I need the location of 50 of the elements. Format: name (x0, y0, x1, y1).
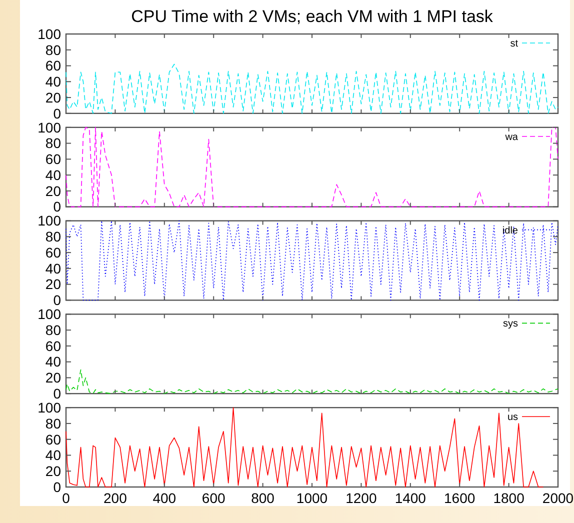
y-tick-label: 80 (45, 415, 62, 432)
legend-label: wa (504, 132, 518, 143)
y-tick-label: 0 (53, 386, 62, 402)
y-tick-label: 100 (38, 212, 62, 229)
line-series (66, 407, 544, 488)
legend-label: st (510, 38, 518, 50)
chart-title: CPU Time with 2 VMs; each VM with 1 MPI task (131, 7, 494, 26)
x-tick-label: 400 (152, 490, 176, 506)
y-tick-label: 0 (53, 292, 62, 308)
y-tick-label: 100 (38, 400, 62, 416)
y-tick-label: 40 (45, 447, 62, 464)
x-tick-label: 1400 (394, 490, 426, 506)
y-tick-label: 100 (38, 119, 62, 136)
y-tick-label: 60 (45, 338, 62, 354)
y-tick-label: 60 (45, 244, 62, 260)
x-tick-label: 1800 (493, 490, 525, 506)
y-tick-label: 20 (45, 89, 62, 106)
legend-label: us (507, 412, 518, 424)
y-tick-label: 80 (45, 135, 62, 152)
y-tick-label: 0 (53, 478, 62, 495)
y-tick-label: 40 (45, 74, 62, 90)
y-tick-label: 20 (45, 276, 62, 292)
x-tick-label: 600 (202, 490, 226, 506)
x-tick-label: 800 (251, 490, 275, 506)
y-tick-label: 0 (53, 105, 62, 122)
x-tick-label: 1600 (444, 490, 476, 506)
x-tick-label: 200 (104, 490, 128, 506)
y-tick-label: 0 (53, 198, 62, 215)
y-tick-label: 80 (45, 42, 62, 58)
line-series (66, 220, 558, 301)
y-tick-label: 40 (45, 260, 62, 276)
y-tick-label: 40 (45, 354, 62, 370)
y-tick-label: 20 (45, 370, 62, 386)
y-tick-label: 80 (45, 228, 62, 245)
x-tick-label: 1200 (346, 490, 377, 506)
y-tick-label: 40 (45, 166, 62, 183)
y-tick-label: 60 (45, 58, 62, 74)
x-tick-label: 2000 (542, 490, 574, 506)
y-tick-label: 100 (38, 26, 62, 42)
x-tick-label: 1000 (296, 490, 328, 506)
y-tick-label: 60 (45, 431, 62, 448)
y-tick-label: 20 (45, 182, 62, 199)
y-tick-label: 60 (45, 151, 62, 168)
y-tick-label: 80 (45, 322, 62, 338)
line-series (66, 369, 558, 394)
line-series (66, 64, 558, 114)
y-tick-label: 20 (45, 463, 62, 480)
y-tick-label: 100 (38, 306, 62, 322)
line-series (66, 127, 558, 208)
legend-label: sys (503, 318, 518, 330)
